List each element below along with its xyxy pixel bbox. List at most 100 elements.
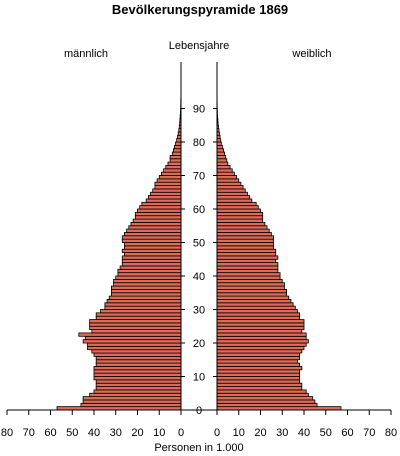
bar-male bbox=[158, 175, 182, 180]
bar-female bbox=[216, 305, 296, 310]
bar-male bbox=[161, 171, 182, 176]
bar-male bbox=[130, 221, 182, 227]
bar-male bbox=[174, 144, 182, 150]
bar-male bbox=[80, 402, 182, 408]
bar-male bbox=[84, 335, 182, 341]
bar-male bbox=[87, 342, 182, 347]
bar-female bbox=[216, 366, 303, 371]
bar-female bbox=[216, 272, 281, 277]
bar-female bbox=[216, 285, 285, 290]
age-tick-label: 90 bbox=[193, 104, 205, 116]
bar-male bbox=[87, 345, 182, 351]
bar-female bbox=[216, 396, 314, 401]
bar-male bbox=[104, 305, 182, 310]
bar-female bbox=[216, 392, 309, 397]
bar-female bbox=[216, 215, 264, 220]
x-tick-label: 10 bbox=[153, 427, 165, 439]
bar-male bbox=[171, 151, 182, 156]
bar-male bbox=[124, 232, 182, 237]
bar-female bbox=[216, 235, 274, 240]
bar-male bbox=[119, 265, 182, 270]
bar-female bbox=[216, 141, 222, 146]
bar-male bbox=[95, 359, 182, 364]
bar-female bbox=[216, 288, 287, 294]
bar-female bbox=[216, 345, 305, 351]
bar-male bbox=[93, 366, 182, 371]
bar-male bbox=[175, 141, 182, 146]
bar-male bbox=[172, 148, 182, 153]
bar-male bbox=[95, 382, 182, 387]
bar-female bbox=[216, 282, 285, 287]
x-tick-label: 50 bbox=[320, 427, 332, 439]
bar-male bbox=[128, 225, 182, 230]
age-tick-label: 10 bbox=[193, 372, 205, 384]
left-series-label: männlich bbox=[64, 48, 108, 60]
bar-female bbox=[216, 325, 305, 330]
bar-female bbox=[216, 322, 305, 327]
bar-female bbox=[216, 262, 279, 267]
bar-male bbox=[82, 399, 182, 404]
bar-male bbox=[124, 242, 182, 247]
bar-male bbox=[154, 185, 182, 190]
bar-male bbox=[93, 389, 182, 394]
bar-male bbox=[82, 396, 182, 401]
bar-male bbox=[93, 369, 182, 374]
bar-female bbox=[216, 255, 279, 260]
bar-male bbox=[100, 309, 182, 314]
bar-male bbox=[134, 215, 182, 220]
bar-male bbox=[121, 248, 182, 253]
bar-female bbox=[216, 178, 240, 183]
bar-male bbox=[152, 188, 182, 193]
bar-male bbox=[117, 272, 182, 277]
bar-female bbox=[216, 299, 292, 304]
bar-female bbox=[216, 211, 264, 217]
bar-male bbox=[113, 282, 182, 287]
age-tick-label: 20 bbox=[193, 338, 205, 350]
bar-male bbox=[147, 195, 182, 200]
age-tick-label: 30 bbox=[193, 305, 205, 317]
bar-female bbox=[216, 268, 279, 274]
bar-male bbox=[113, 278, 182, 284]
bar-male bbox=[91, 329, 182, 334]
bar-female bbox=[216, 302, 294, 307]
bar-female bbox=[216, 148, 224, 153]
bar-male bbox=[145, 198, 182, 203]
bar-female bbox=[216, 399, 316, 404]
x-axis-label: Personen in 1.000 bbox=[154, 442, 243, 454]
bar-male bbox=[93, 376, 182, 381]
x-tick-label: 30 bbox=[276, 427, 288, 439]
bar-male bbox=[95, 386, 182, 391]
bar-male bbox=[95, 379, 182, 384]
bar-female bbox=[216, 278, 283, 284]
bar-male bbox=[121, 235, 182, 240]
bar-female bbox=[216, 208, 261, 213]
bar-female bbox=[216, 151, 226, 156]
bar-female bbox=[216, 188, 246, 193]
center-axis-label: Lebensjahre bbox=[169, 40, 230, 52]
bar-male bbox=[156, 178, 182, 183]
bar-female bbox=[216, 225, 268, 230]
bar-male bbox=[126, 228, 182, 233]
bar-male bbox=[93, 352, 182, 357]
age-tick-label: 40 bbox=[193, 271, 205, 283]
bar-female bbox=[216, 158, 228, 163]
bar-female bbox=[216, 295, 290, 300]
bar-female bbox=[216, 379, 301, 384]
bar-female bbox=[216, 349, 303, 354]
bar-female bbox=[216, 171, 235, 176]
bar-male bbox=[95, 362, 182, 367]
bar-female bbox=[216, 165, 231, 170]
bar-female bbox=[216, 352, 301, 357]
bar-male bbox=[167, 161, 182, 166]
bar-female bbox=[216, 406, 342, 411]
bar-male bbox=[106, 299, 182, 304]
bar-female bbox=[216, 309, 298, 314]
bar-male bbox=[169, 154, 182, 160]
bar-male bbox=[124, 245, 182, 250]
x-tick-label: 80 bbox=[385, 427, 397, 439]
bar-female bbox=[216, 205, 259, 210]
bar-male bbox=[111, 292, 182, 297]
x-tick-label: 0 bbox=[178, 427, 184, 439]
age-tick-label: 60 bbox=[193, 204, 205, 216]
bar-male bbox=[121, 238, 182, 243]
